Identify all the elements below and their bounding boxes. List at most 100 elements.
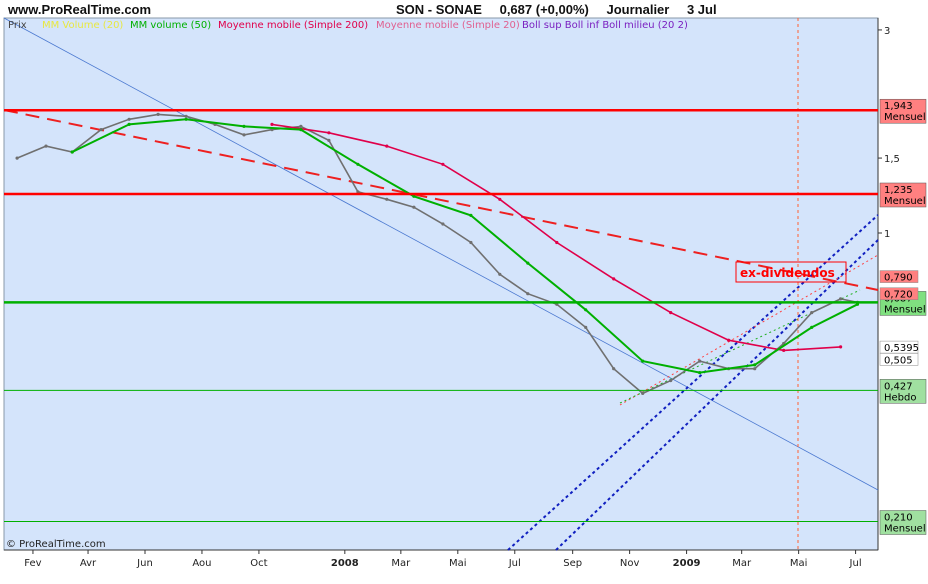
series-point-1-15 <box>412 205 416 209</box>
series-point-1-24 <box>669 379 673 383</box>
series-point-3-14 <box>810 325 814 329</box>
level-value-1: 1,943 <box>884 101 913 112</box>
x-axis-ticks: Fev Avr Jun Aou Oct 2008 Mar Mai Jul Sep Nov 2009 Ma… <box>24 550 862 569</box>
series-point-1-11 <box>299 124 303 128</box>
series-point-2-3 <box>385 144 389 148</box>
series-point-3-2 <box>127 122 131 126</box>
annotation-box-1 <box>735 261 847 283</box>
y-tick-label-3: 1 <box>884 229 890 240</box>
legend-item-5: Moyenne mobile (Simple 20) <box>376 20 520 31</box>
legend-item-2: MM Volume (20) <box>42 20 123 31</box>
level-period-2: Mensuel <box>884 196 926 207</box>
plot-area <box>3 17 879 551</box>
series-point-1-1 <box>15 156 19 160</box>
x-tick-label-9: Jul <box>508 558 521 569</box>
series-point-3-9 <box>526 261 530 265</box>
series-point-2-8 <box>669 311 673 315</box>
x-tick-label-3: Jun <box>136 558 153 569</box>
x-tick-label-14: Mai <box>790 558 808 569</box>
x-tick-label-12: 2009 <box>673 558 701 569</box>
x-tick-label-10: Sep <box>563 558 582 569</box>
price-tag-1 <box>879 270 919 283</box>
x-tick-label-5: Oct <box>250 558 267 569</box>
chart-legend: Prix MM Volume (20) MM volume (50) Moyenne … <box>8 20 688 31</box>
trend-line-dashed-red <box>3 109 879 291</box>
series-point-1-21 <box>584 325 588 329</box>
series-point-3-1 <box>70 150 74 154</box>
series-point-2-7 <box>612 277 616 281</box>
series-point-1-5 <box>127 117 131 121</box>
series-point-1-29 <box>810 311 814 315</box>
series-point-3-7 <box>412 194 416 198</box>
series-point-1-2 <box>44 144 48 148</box>
symbol-label: SON - SONAE <box>396 2 482 17</box>
series-point-3-5 <box>299 128 303 132</box>
x-tick-label-1: Fev <box>24 558 41 569</box>
series-point-2-1 <box>270 122 274 126</box>
series-point-1-9 <box>242 133 246 137</box>
level-tag-5 <box>879 510 927 535</box>
level-value-2: 1,235 <box>884 185 913 196</box>
series-point-2-6 <box>555 240 559 245</box>
series-point-1-22 <box>612 367 616 371</box>
level-period-5: Mensuel <box>884 524 926 535</box>
site-title[interactable]: www.ProRealTime.com <box>8 2 152 17</box>
series-point-1-14 <box>385 197 389 201</box>
header-bar: www.ProRealTime.com SON - SONAE 0,687 (+… <box>0 0 928 18</box>
period-label: Journalier <box>606 2 670 17</box>
x-tick-label-6: 2008 <box>331 558 359 569</box>
series-point-1-27 <box>753 367 757 371</box>
series-point-1-4 <box>99 128 103 132</box>
price-tag-2 <box>879 287 919 300</box>
annotations: ex-dividendos <box>735 261 847 283</box>
series-point-3-4 <box>242 124 246 128</box>
level-period-3: Mensuel <box>884 304 926 315</box>
series-point-2-2 <box>327 131 331 135</box>
series-point-1-25 <box>698 359 702 363</box>
series-point-2-5 <box>498 197 502 201</box>
series-point-1-23 <box>641 391 645 395</box>
copyright-text: © ProRealTime.com <box>6 539 106 550</box>
series-point-1-19 <box>526 292 530 296</box>
x-tick-label-11: Nov <box>620 558 640 569</box>
series-point-3-11 <box>641 359 645 363</box>
x-tick-label-8: Mai <box>449 558 467 569</box>
ticker-info: SON - SONAE 0,687 (+0,00%) Journalier 3 … <box>396 2 731 17</box>
annotation-text-1: ex-dividendos <box>740 266 835 280</box>
series-point-1-12 <box>327 138 331 142</box>
level-tag-1 <box>879 98 927 124</box>
series-point-3-12 <box>698 371 702 375</box>
level-tag-4 <box>879 379 927 404</box>
x-tick-label-2: Avr <box>80 558 97 569</box>
series-point-1-17 <box>469 240 473 245</box>
series-point-1-30 <box>839 297 843 301</box>
x-tick-label-4: Aou <box>192 558 211 569</box>
y-tick-label-1: 3 <box>884 26 890 37</box>
y-axis-strip <box>878 18 928 550</box>
series-point-1-6 <box>156 112 160 116</box>
series-point-1-7 <box>184 114 188 118</box>
price-tag-value-1: 0,790 <box>884 273 913 284</box>
channel-line-1 <box>507 214 879 551</box>
series-point-2-9 <box>727 338 731 342</box>
series-point-2-10 <box>782 348 786 352</box>
y-axis-ticks: 31,51 <box>878 26 900 240</box>
series-point-3-6 <box>356 162 360 166</box>
legend-item-6: Boll sup Boll inf Boll milieu (20 2) <box>522 20 688 31</box>
level-value-4: 0,427 <box>884 381 913 392</box>
level-tag-2 <box>879 182 927 208</box>
series-layer <box>15 112 860 395</box>
level-value-5: 0,210 <box>884 513 913 524</box>
series-point-3-10 <box>584 308 588 312</box>
quote-label: 0,687 (+0,00%) <box>499 2 589 17</box>
series-point-3-3 <box>184 117 188 121</box>
price-tag-value-2: 0,720 <box>884 290 913 301</box>
legend-item-4: Moyenne mobile (Simple 200) <box>218 20 368 31</box>
trend-line-long <box>3 17 879 491</box>
series-point-1-13 <box>356 190 360 194</box>
legend-item-3: MM volume (50) <box>130 20 211 31</box>
series-point-2-11 <box>839 345 843 349</box>
y-tick-label-2: 1,5 <box>884 154 900 165</box>
